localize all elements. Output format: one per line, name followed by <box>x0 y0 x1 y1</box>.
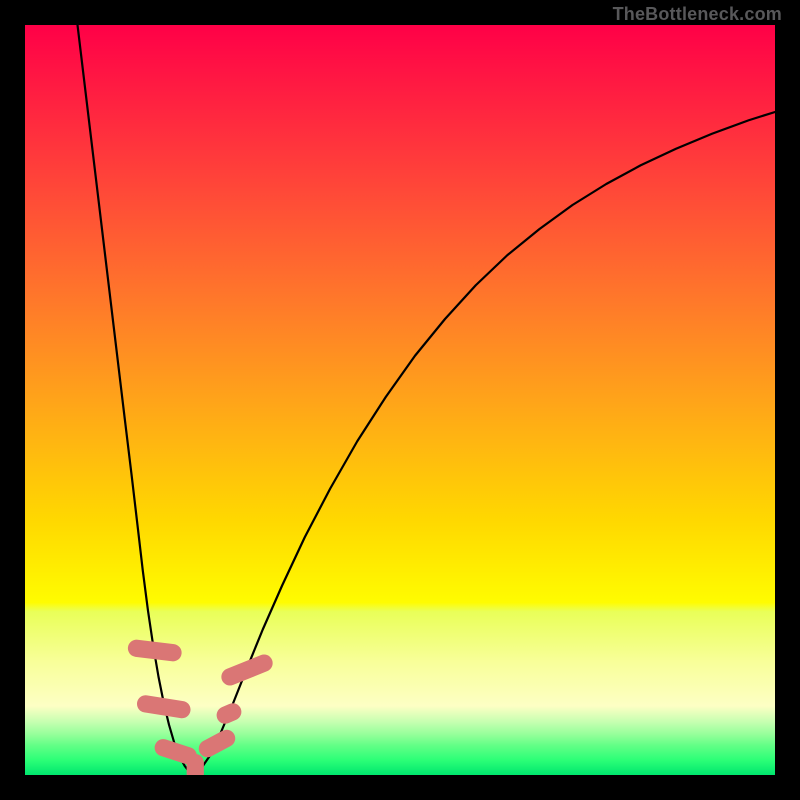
marker-3 <box>187 754 204 775</box>
chart-svg <box>25 25 775 775</box>
chart-background <box>25 25 775 775</box>
chart-frame: TheBottleneck.com <box>0 0 800 800</box>
plot-area <box>25 25 775 775</box>
watermark-text: TheBottleneck.com <box>613 4 782 25</box>
